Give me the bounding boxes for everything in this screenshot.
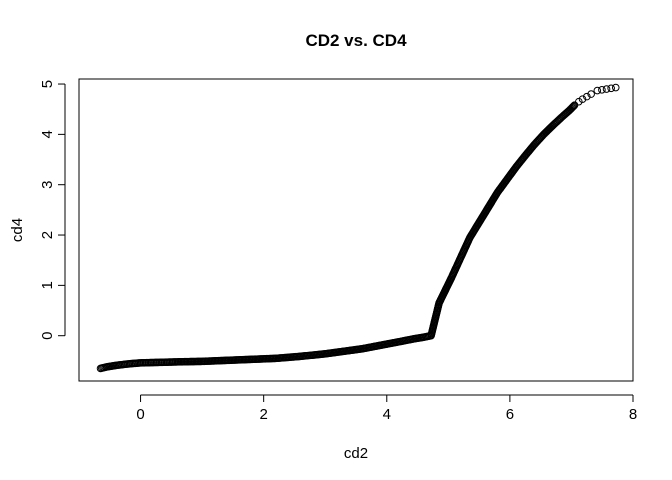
x-axis-label: cd2 — [344, 445, 368, 462]
y-tick-label: 3 — [39, 181, 56, 189]
data-point — [611, 83, 620, 92]
data-point — [583, 92, 591, 101]
data-point — [602, 85, 611, 93]
data-point — [587, 90, 595, 98]
y-axis: 0 1 2 3 4 5 — [39, 80, 66, 340]
data-point — [607, 84, 615, 93]
y-axis-label: cd4 — [9, 218, 26, 242]
chart-title: CD2 vs. CD4 — [305, 31, 407, 50]
x-tick-label: 6 — [506, 406, 514, 423]
x-tick-label: 0 — [136, 406, 144, 423]
points-layer — [96, 83, 620, 373]
x-tick-label: 2 — [259, 406, 267, 423]
plot-border — [78, 78, 634, 382]
data-point — [569, 102, 578, 110]
data-point — [569, 103, 577, 111]
y-tick-label: 5 — [39, 80, 56, 88]
data-point — [568, 103, 576, 112]
data-point — [578, 95, 587, 103]
y-tick-label: 1 — [39, 281, 56, 289]
y-tick-label: 2 — [39, 231, 56, 239]
data-point — [598, 86, 606, 94]
x-tick-label: 8 — [629, 406, 637, 423]
plot-area — [78, 78, 634, 382]
y-tick-label: 0 — [39, 332, 56, 340]
x-tick-label: 4 — [383, 406, 391, 423]
x-axis: 0 2 4 6 8 — [136, 394, 637, 423]
data-point — [593, 86, 602, 95]
y-tick-label: 4 — [39, 130, 56, 138]
